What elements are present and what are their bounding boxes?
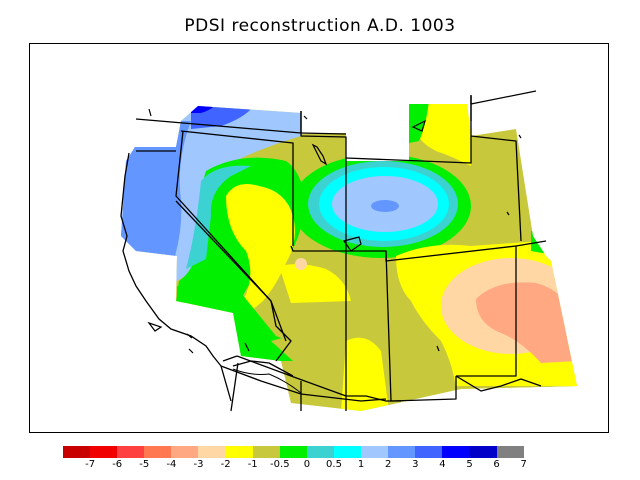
legend-swatch — [63, 446, 91, 458]
legend-tick-label: -4 — [166, 459, 177, 470]
legend-swatch — [388, 446, 416, 458]
pdsi-nw-teal-band — [186, 165, 251, 269]
legend-swatch — [171, 446, 199, 458]
color-legend-ticks: -7 -6 -5 -4 -3 -2 -1 -0.5 0 0.5 1 2 3 4 5 6 7 — [63, 459, 577, 473]
legend-swatch — [469, 446, 497, 458]
legend-swatch — [117, 446, 145, 458]
pdsi-central-yellow — [226, 183, 295, 311]
legend-tick-label: 3 — [412, 459, 419, 470]
pdsi-south-green — [177, 286, 301, 361]
legend-tick-label: 1 — [357, 459, 365, 470]
legend-swatch — [361, 446, 389, 458]
legend-swatch — [496, 446, 524, 458]
map-frame — [29, 43, 609, 433]
legend-swatch — [333, 446, 362, 458]
legend-swatch — [415, 446, 443, 458]
color-legend — [63, 446, 524, 458]
legend-swatch — [306, 446, 334, 458]
pdsi-utah-yellow — [279, 264, 351, 303]
pdsi-east-orange — [476, 282, 576, 363]
map-title: PDSI reconstruction A.D. 1003 — [184, 16, 456, 36]
legend-swatch — [90, 446, 118, 458]
legend-tick-label: -7 — [85, 459, 96, 470]
legend-tick-label: -1 — [247, 459, 258, 470]
gulf-coast — [232, 368, 302, 394]
legend-tick-label: 4 — [439, 459, 446, 470]
legend-swatch — [279, 446, 307, 458]
northern-border — [300, 90, 537, 135]
legend-swatch — [225, 446, 253, 458]
legend-swatch — [252, 446, 280, 458]
pdsi-wy-blue-core — [371, 200, 399, 212]
pdsi-ne-green — [409, 104, 429, 143]
pdsi-nw-blue — [121, 121, 191, 263]
great-salt-lake — [343, 236, 362, 252]
pdsi-se-olive — [456, 386, 577, 411]
pacific-coastline — [120, 152, 232, 402]
legend-tick-label: 6 — [493, 459, 500, 470]
legend-tick-label: 0 — [303, 459, 311, 470]
mexico-border — [220, 365, 387, 402]
pdsi-az-olive — [271, 335, 363, 361]
pdsi-south-yellow — [341, 337, 389, 411]
legend-tick-label: 0.5 — [326, 459, 342, 470]
legend-tick-label: 7 — [520, 459, 527, 470]
legend-tick-label: -0.5 — [270, 459, 290, 470]
legend-tick-label: 2 — [385, 459, 392, 470]
lake-yellowstone — [311, 143, 328, 166]
legend-swatch — [442, 446, 470, 458]
pdsi-small-orange-spot — [295, 258, 307, 270]
legend-tick-label: -6 — [112, 459, 123, 470]
legend-tick-label: -3 — [193, 459, 204, 470]
legend-tick-label: -5 — [139, 459, 150, 470]
legend-swatch — [198, 446, 226, 458]
pdsi-east-green-edge — [531, 231, 577, 256]
legend-tick-label: 5 — [466, 459, 473, 470]
pdsi-map — [120, 90, 577, 412]
legend-swatch — [144, 446, 172, 458]
lakes — [147, 108, 522, 354]
legend-tick-label: -2 — [220, 459, 231, 470]
